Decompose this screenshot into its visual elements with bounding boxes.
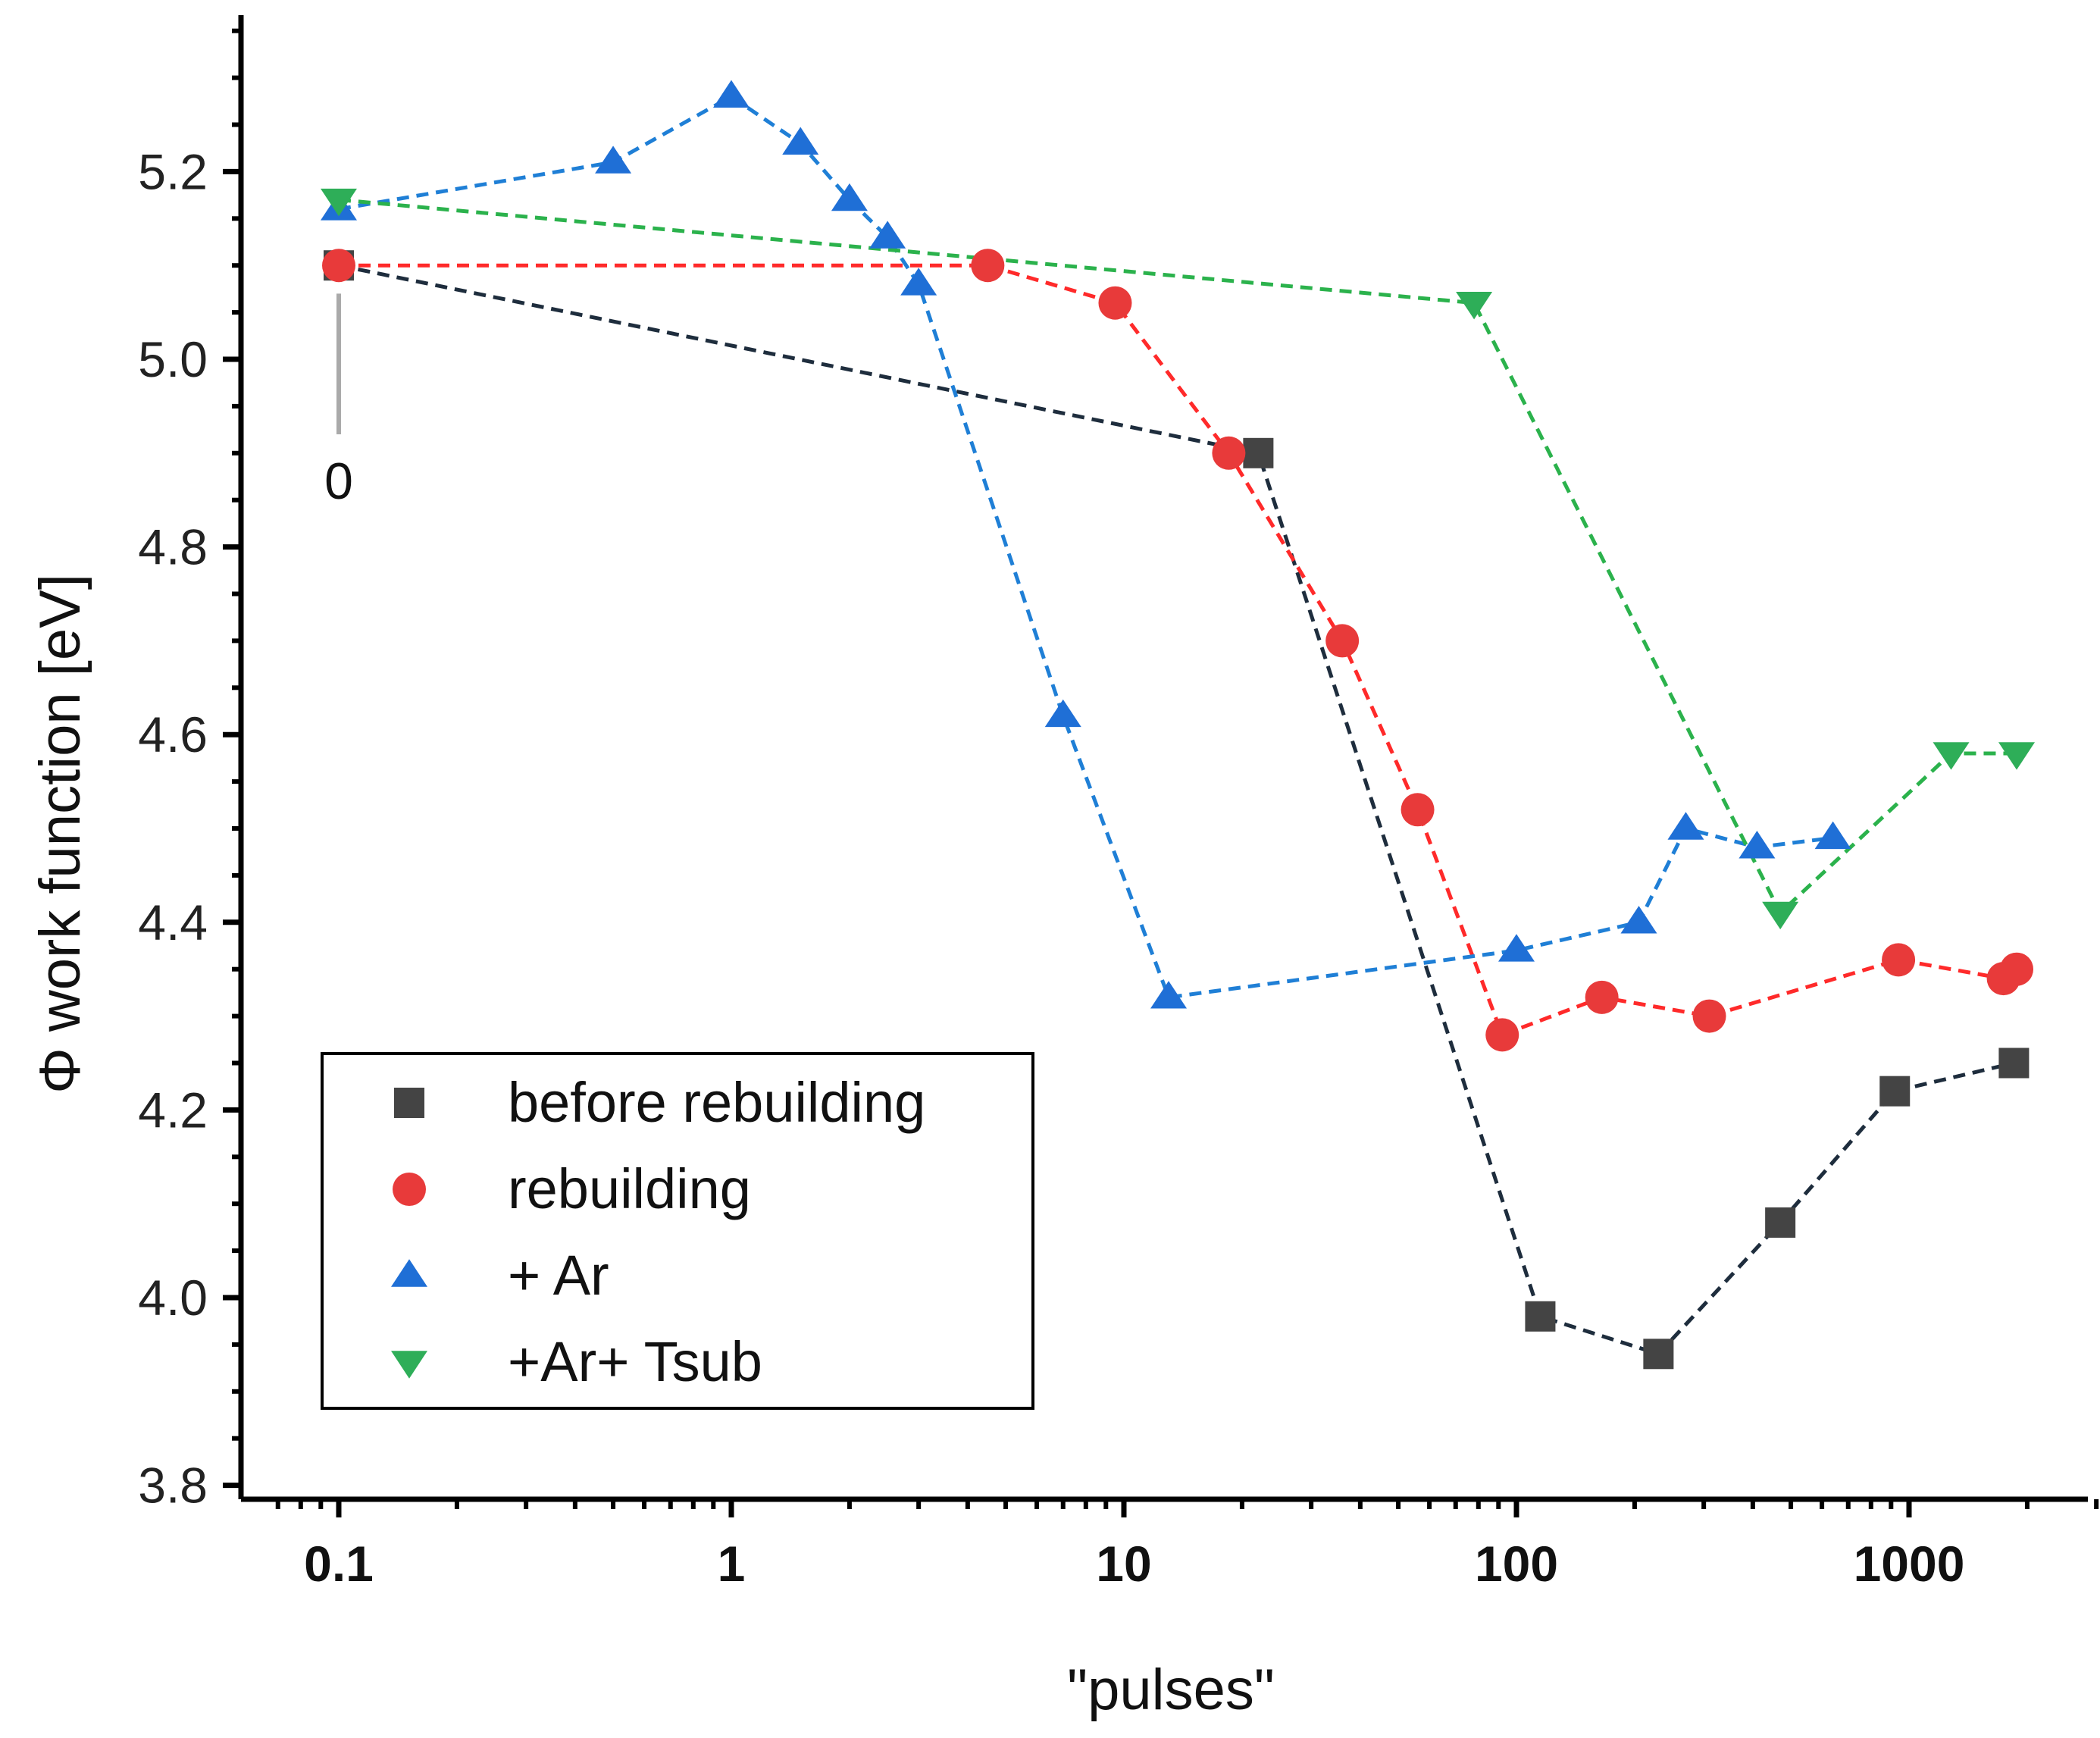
y-tick-label: 4.8 — [138, 519, 208, 575]
annotations: 0 — [324, 293, 353, 510]
series-line-4 — [338, 198, 2017, 916]
data-point-series-2 — [1485, 1018, 1519, 1052]
y-tick-label: 4.6 — [138, 706, 208, 763]
series-markers — [321, 80, 2036, 1370]
y-tick-label: 5.0 — [138, 331, 208, 387]
data-point-series-3 — [1150, 981, 1188, 1009]
data-point-series-3 — [1739, 831, 1776, 859]
data-point-series-2 — [1212, 436, 1246, 470]
data-point-series-4 — [1456, 292, 1493, 320]
data-point-series-1 — [1525, 1301, 1556, 1332]
data-point-series-2 — [971, 249, 1005, 283]
data-point-series-3 — [900, 268, 937, 296]
data-point-series-4 — [1933, 742, 1970, 770]
data-point-series-4 — [321, 188, 357, 217]
data-point-series-1 — [1998, 1047, 2030, 1079]
data-point-series-3 — [1044, 699, 1081, 728]
x-tick-label: 0.1 — [304, 1536, 374, 1592]
data-point-series-2 — [1585, 980, 1619, 1014]
data-point-series-1 — [1643, 1339, 1674, 1370]
data-point-series-1 — [1243, 437, 1274, 468]
data-point-series-2 — [1325, 624, 1360, 658]
legend-label-3: + Ar — [508, 1244, 609, 1307]
legend-marker-1 — [394, 1088, 424, 1118]
data-point-series-4 — [1998, 742, 2036, 770]
y-tick-label: 5.2 — [138, 143, 208, 199]
x-tick-label: 1000 — [1854, 1536, 1965, 1592]
data-point-series-3 — [1620, 906, 1657, 934]
data-point-series-3 — [595, 146, 632, 174]
legend-label-1: before rebuilding — [508, 1071, 925, 1134]
x-tick-label: 100 — [1475, 1536, 1558, 1592]
legend-marker-3 — [391, 1259, 427, 1287]
data-point-series-3 — [1498, 934, 1535, 962]
data-point-series-3 — [831, 183, 868, 211]
y-axis-title: Φ work function [eV] — [28, 574, 92, 1094]
y-tick-label: 4.0 — [138, 1270, 208, 1326]
x-axis-title: "pulses" — [1067, 1658, 1275, 1722]
y-tick-label: 4.2 — [138, 1082, 208, 1138]
x-tick-label: 10 — [1096, 1536, 1151, 1592]
data-point-series-4 — [1762, 901, 1799, 930]
data-point-series-3 — [713, 80, 750, 108]
data-point-series-3 — [782, 127, 819, 155]
data-point-series-2 — [1882, 943, 1916, 977]
legend-marker-4 — [391, 1351, 427, 1379]
axes: 3.8 4.0 4.2 4.4 4.6 4.8 5.0 5.2 0.1 1 10 100 1000 — [138, 15, 2099, 1592]
y-tick-label: 3.8 — [138, 1458, 208, 1514]
data-point-series-2 — [1401, 793, 1435, 827]
annotation-label: 0 — [324, 453, 353, 510]
data-point-series-2 — [322, 249, 355, 283]
y-tick-label: 4.4 — [138, 894, 208, 950]
legend: before rebuilding rebuilding + Ar +Ar+ Tsub — [321, 1052, 1034, 1410]
x-tick-label: 1 — [718, 1536, 746, 1592]
legend-marker-2 — [393, 1173, 426, 1206]
data-point-series-1 — [1765, 1207, 1796, 1238]
legend-box — [321, 1052, 1034, 1410]
data-point-series-2 — [2000, 952, 2034, 986]
data-point-series-3 — [1667, 812, 1704, 840]
data-point-series-3 — [869, 221, 906, 249]
series-line-3 — [338, 94, 1833, 1000]
data-point-series-3 — [1814, 821, 1851, 850]
data-point-series-2 — [1098, 286, 1132, 320]
legend-label-2: rebuilding — [508, 1157, 751, 1220]
legend-label-4: +Ar+ Tsub — [508, 1330, 762, 1393]
data-point-series-1 — [1879, 1076, 1911, 1107]
data-point-series-2 — [1692, 999, 1726, 1033]
series-line-2 — [339, 263, 2018, 1038]
